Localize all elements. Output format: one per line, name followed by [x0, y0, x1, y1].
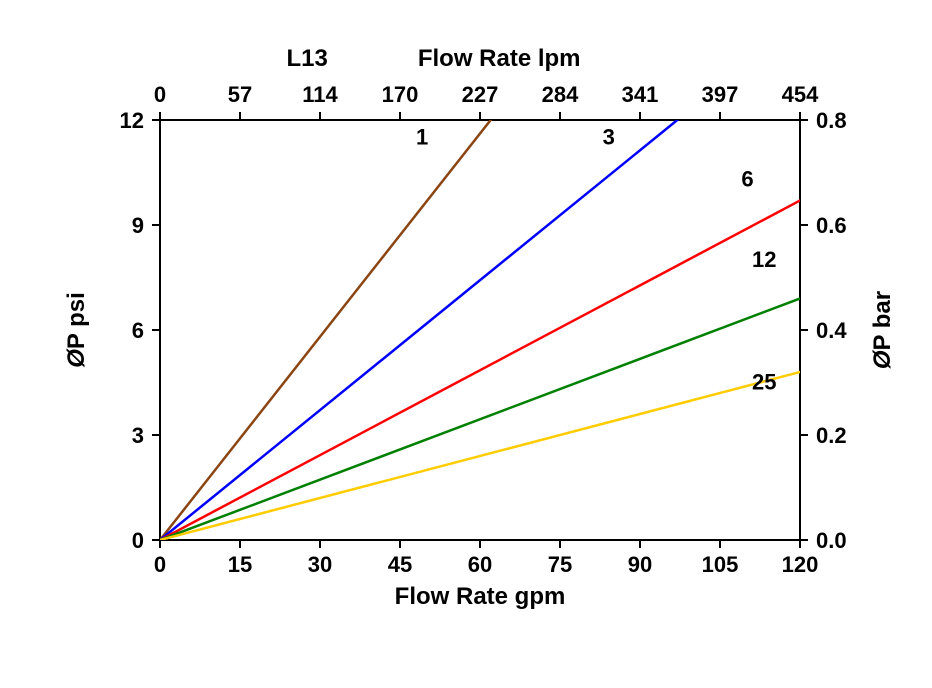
- series-label-6: 6: [741, 167, 753, 192]
- y-right-tick-label: 0.8: [816, 108, 847, 133]
- x-bottom-label: Flow Rate gpm: [395, 583, 566, 610]
- y-right-tick-label: 0.4: [816, 318, 847, 343]
- x-top-tick-label: 284: [542, 82, 579, 107]
- x-tick-label: 45: [388, 552, 412, 577]
- chart-container: 0153045607590105120Flow Rate gpm05711417…: [0, 0, 932, 688]
- x-top-tick-label: 227: [462, 82, 499, 107]
- x-tick-label: 0: [154, 552, 166, 577]
- x-top-label: Flow Rate lpm: [418, 45, 581, 72]
- y-left-tick-label: 12: [120, 108, 144, 133]
- y-right-tick-label: 0.6: [816, 213, 847, 238]
- x-tick-label: 90: [628, 552, 652, 577]
- series-label-25: 25: [752, 370, 776, 395]
- y-right-tick-label: 0.0: [816, 528, 847, 553]
- y-right-tick-label: 0.2: [816, 423, 847, 448]
- series-label-12: 12: [752, 247, 776, 272]
- x-tick-label: 120: [782, 552, 819, 577]
- x-top-tick-label: 114: [302, 82, 338, 107]
- line-chart: 0153045607590105120Flow Rate gpm05711417…: [0, 0, 932, 688]
- x-top-tick-label: 0: [154, 82, 166, 107]
- x-top-prefix: L13: [287, 45, 328, 72]
- x-top-tick-label: 397: [702, 82, 739, 107]
- x-tick-label: 15: [228, 552, 252, 577]
- x-tick-label: 60: [468, 552, 492, 577]
- y-left-tick-label: 6: [132, 318, 144, 343]
- x-top-tick-label: 170: [382, 82, 419, 107]
- series-label-1: 1: [416, 125, 428, 150]
- y-left-label: ØP psi: [63, 292, 90, 368]
- y-left-tick-label: 3: [132, 423, 144, 448]
- x-top-tick-label: 454: [782, 82, 819, 107]
- x-tick-label: 75: [548, 552, 572, 577]
- x-tick-label: 105: [702, 552, 739, 577]
- y-right-label: ØP bar: [869, 291, 896, 369]
- x-top-tick-label: 57: [228, 82, 252, 107]
- y-left-tick-label: 9: [132, 213, 144, 238]
- series-label-3: 3: [603, 125, 615, 150]
- x-tick-label: 30: [308, 552, 332, 577]
- y-left-tick-label: 0: [132, 528, 144, 553]
- x-top-tick-label: 341: [622, 82, 659, 107]
